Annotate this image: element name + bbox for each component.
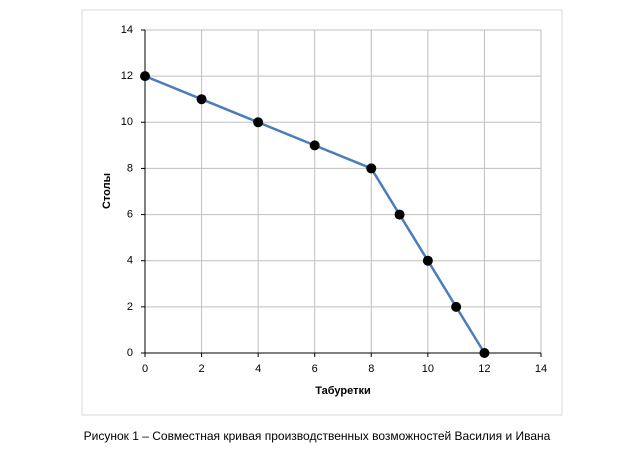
point <box>140 71 150 82</box>
y-tick-label: 6 <box>127 208 133 220</box>
point <box>196 94 207 105</box>
point <box>253 117 264 128</box>
point <box>394 209 405 220</box>
x-tick-label: 10 <box>422 363 434 375</box>
point <box>366 163 377 174</box>
point <box>479 348 490 358</box>
x-axis-label: Табуретки <box>315 385 371 397</box>
x-tick-label: 2 <box>199 363 205 375</box>
caption: Рисунок 1 – Совместная кривая производст… <box>84 429 551 443</box>
point <box>422 255 433 266</box>
y-axis-label: Столы <box>101 173 113 209</box>
y-tick-label: 12 <box>121 70 133 82</box>
y-tick-label: 4 <box>127 255 133 267</box>
y-tick-label: 14 <box>121 24 133 36</box>
point <box>451 301 462 312</box>
y-tick-label: 8 <box>127 162 133 174</box>
x-tick-label: 0 <box>142 363 148 375</box>
x-tick-label: 8 <box>368 363 374 375</box>
chart-frame <box>81 9 563 416</box>
x-tick-label: 14 <box>535 363 547 375</box>
y-tick-label: 10 <box>121 116 133 128</box>
point <box>309 140 320 151</box>
x-tick-label: 6 <box>312 363 318 375</box>
y-tick-label: 0 <box>127 347 133 359</box>
x-tick-label: 12 <box>478 363 490 375</box>
x-tick-label: 4 <box>255 363 261 375</box>
y-tick-label: 2 <box>127 301 133 313</box>
